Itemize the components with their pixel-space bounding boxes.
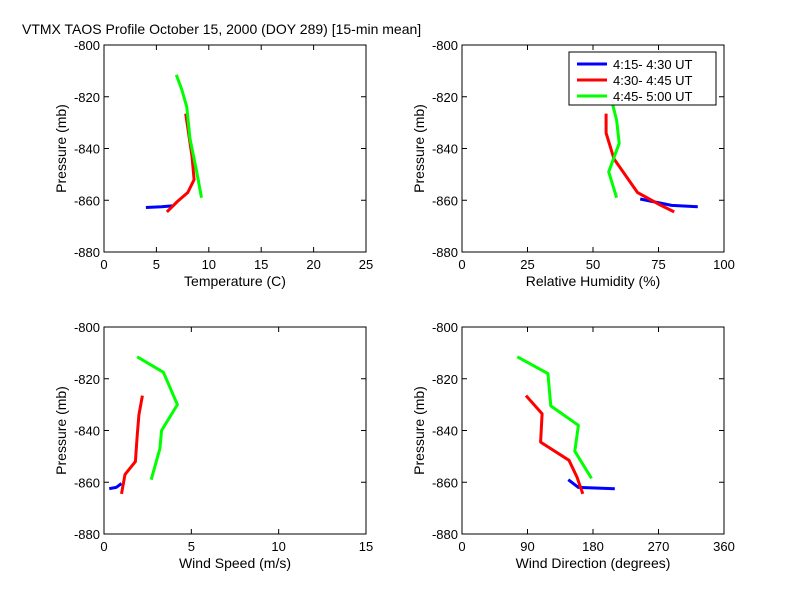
y-tick-label-wdir: -880 [432, 527, 458, 542]
y-tick-label-rh: -860 [432, 193, 458, 208]
y-tick-label-rh: -820 [432, 90, 458, 105]
x-tick-label-temp: 10 [202, 257, 216, 272]
y-axis-label-rh: Pressure (mb) [411, 104, 427, 193]
y-tick-label-temp: -840 [74, 142, 100, 157]
series-line-wdir-1 [567, 478, 615, 491]
series-line-temp-1 [145, 204, 173, 209]
y-tick-label-wspd: -820 [74, 372, 100, 387]
panel-temp: 0 5 10 15 20 25 -800 -820 -840 -860 -880 Temperatur… [53, 38, 373, 289]
x-axis-label-rh: Relative Humidity (%) [526, 273, 661, 289]
legend-entry-1: 4:15- 4:30 UT [613, 57, 693, 72]
y-tick-label-wspd: -860 [74, 475, 100, 490]
panel-rh: 0 25 50 75 100 -800 -820 -840 -860 -880 Relative H… [411, 38, 735, 289]
panel-wdir: 0 90 180 270 360 -800 -820 -840 -860 -880 Wind Dir… [411, 320, 735, 571]
series-line-wdir-3 [516, 355, 593, 480]
x-tick-label-temp: 15 [254, 257, 268, 272]
series-line-wspd-3 [136, 355, 179, 481]
y-axis-label-wdir: Pressure (mb) [411, 386, 427, 475]
y-tick-label-rh: -800 [432, 38, 458, 53]
x-tick-label-wdir: 270 [648, 539, 670, 554]
legend-entry-2: 4:30- 4:45 UT [613, 73, 693, 88]
x-axis-label-temp: Temperature (C) [184, 273, 286, 289]
panels-container: 0 5 10 15 20 25 -800 -820 -840 -860 -880 Temperatur… [53, 38, 735, 571]
panel-wspd: 0 5 10 15 -800 -820 -840 -860 -880 Wind Speed (m/… [53, 320, 373, 571]
y-tick-label-wdir: -800 [432, 320, 458, 335]
y-tick-label-wdir: -840 [432, 424, 458, 439]
x-tick-label-wdir: 90 [520, 539, 534, 554]
series-line-wspd-1 [108, 482, 123, 491]
x-axis-label-wspd: Wind Speed (m/s) [179, 555, 291, 571]
x-tick-label-temp: 25 [359, 257, 373, 272]
y-tick-label-temp: -820 [74, 90, 100, 105]
x-tick-label-wspd: 10 [271, 539, 285, 554]
x-axis-label-wdir: Wind Direction (degrees) [516, 555, 671, 571]
x-tick-label-rh: 75 [651, 257, 665, 272]
x-tick-label-wdir: 180 [582, 539, 604, 554]
y-tick-label-wspd: -880 [74, 527, 100, 542]
x-tick-label-temp: 5 [153, 257, 160, 272]
x-tick-label-rh: 25 [520, 257, 534, 272]
x-tick-label-wdir: 0 [458, 539, 465, 554]
y-tick-label-wspd: -840 [74, 424, 100, 439]
x-tick-label-rh: 50 [586, 257, 600, 272]
legend: 4:15- 4:30 UT4:30- 4:45 UT4:45- 5:00 UT [568, 51, 717, 106]
series-line-wspd-2 [120, 395, 144, 495]
x-tick-label-wdir: 360 [713, 539, 735, 554]
x-tick-label-temp: 0 [100, 257, 107, 272]
legend-entry-3: 4:45- 5:00 UT [613, 89, 693, 104]
x-tick-label-wspd: 0 [100, 539, 107, 554]
y-tick-label-temp: -800 [74, 38, 100, 53]
x-tick-label-wspd: 5 [188, 539, 195, 554]
y-tick-label-wspd: -800 [74, 320, 100, 335]
series-line-rh-2 [604, 113, 675, 214]
y-tick-label-wdir: -860 [432, 475, 458, 490]
figure-title: VTMX TAOS Profile October 15, 2000 (DOY … [22, 21, 421, 37]
y-axis-label-wspd: Pressure (mb) [53, 386, 69, 475]
x-tick-label-wspd: 15 [359, 539, 373, 554]
series-line-wdir-2 [524, 394, 585, 495]
y-tick-label-rh: -840 [432, 142, 458, 157]
series-line-temp-3 [174, 74, 203, 198]
x-tick-label-rh: 100 [713, 257, 735, 272]
x-tick-label-temp: 20 [306, 257, 320, 272]
y-tick-label-wdir: -820 [432, 372, 458, 387]
x-tick-label-rh: 0 [458, 257, 465, 272]
y-tick-label-rh: -880 [432, 245, 458, 260]
y-tick-label-temp: -880 [74, 245, 100, 260]
y-tick-label-temp: -860 [74, 193, 100, 208]
y-axis-label-temp: Pressure (mb) [53, 104, 69, 193]
